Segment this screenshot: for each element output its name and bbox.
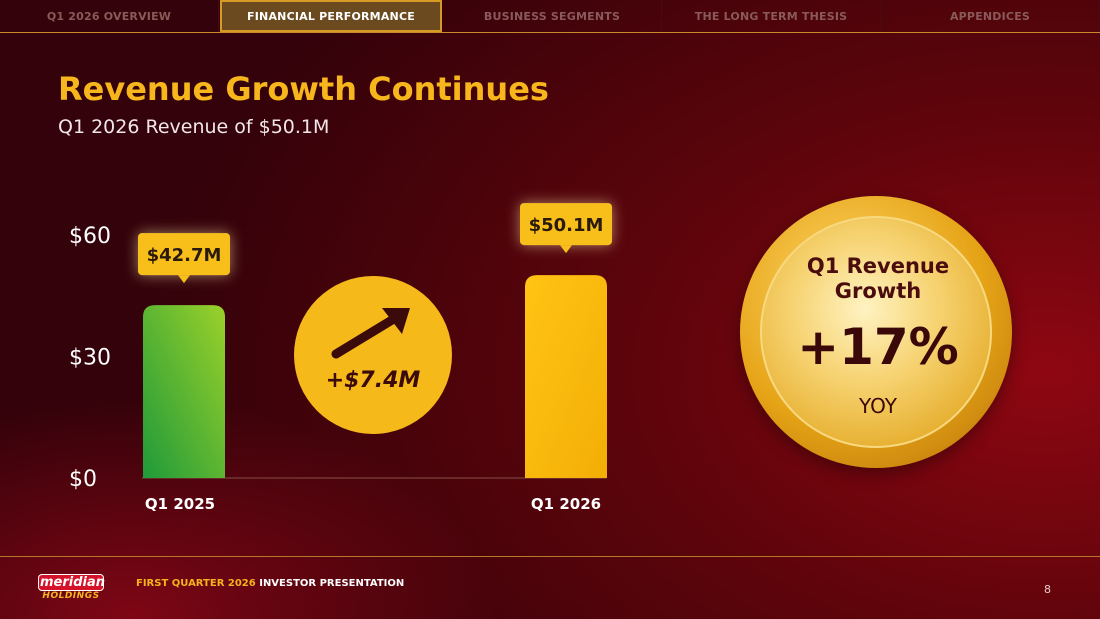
data-label: $50.1M	[520, 203, 612, 254]
growth-badge-label: Q1 Revenue Growth	[762, 254, 994, 304]
tab-q1-2026-overview[interactable]: Q1 2026 OVERVIEW	[0, 0, 219, 32]
x-category-label: Q1 2025	[145, 495, 215, 513]
slide-title: Revenue Growth Continues	[58, 70, 549, 108]
tab-business-segments[interactable]: BUSINESS SEGMENTS	[443, 0, 662, 32]
tab-long-term-thesis[interactable]: THE LONG TERM THESIS	[662, 0, 881, 32]
y-tick-label: $0	[69, 467, 97, 492]
tab-financial-performance[interactable]: FINANCIAL PERFORMANCE	[220, 0, 442, 32]
growth-badge-label-line1: Q1 Revenue	[806, 254, 950, 278]
growth-badge: Q1 Revenue Growth +17% YOY	[740, 196, 1012, 468]
x-category-label: Q1 2026	[531, 495, 601, 513]
change-value: +$7.4M	[325, 368, 421, 393]
company-logo: meridian HOLDINGS	[38, 574, 106, 602]
growth-badge-sub: YOY	[859, 394, 897, 418]
y-tick-label: $30	[69, 346, 111, 371]
arrow-up-right-icon	[331, 308, 410, 359]
logo-brand: meridian	[38, 574, 106, 591]
bar	[525, 275, 607, 478]
logo-sub: HOLDINGS	[42, 591, 100, 601]
data-label: $42.7M	[138, 233, 230, 284]
page-number: 8	[1044, 583, 1051, 596]
growth-badge-label-line2: Growth	[834, 279, 922, 303]
slide-subtitle: Q1 2026 Revenue of $50.1M	[58, 116, 330, 138]
growth-badge-value: +17%	[797, 318, 959, 376]
growth-badge-inner: Q1 Revenue Growth +17% YOY	[760, 216, 992, 448]
footer-highlight: FIRST QUARTER 2026	[136, 578, 256, 589]
footer-text: FIRST QUARTER 2026 INVESTOR PRESENTATION	[136, 578, 404, 589]
y-tick-label: $60	[69, 224, 111, 249]
change-circle: +$7.4M	[294, 276, 452, 434]
footer-divider	[0, 556, 1100, 557]
footer-rest: INVESTOR PRESENTATION	[259, 578, 405, 589]
data-label-text: $42.7M	[147, 245, 222, 266]
bar	[143, 305, 225, 478]
data-label-text: $50.1M	[529, 215, 604, 236]
